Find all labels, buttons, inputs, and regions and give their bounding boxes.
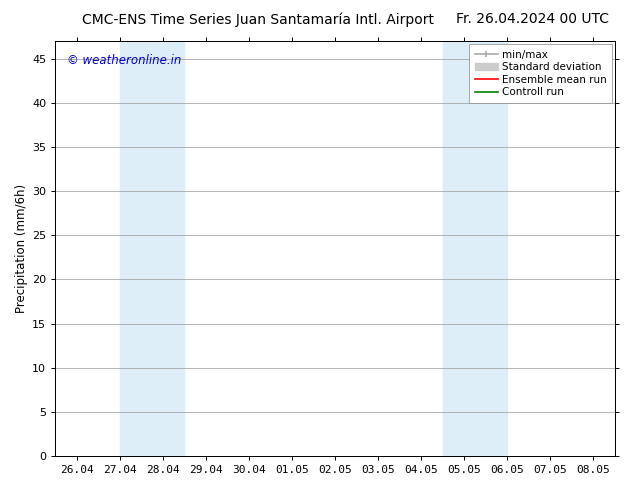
Text: CMC-ENS Time Series Juan Santamaría Intl. Airport: CMC-ENS Time Series Juan Santamaría Intl…: [82, 12, 434, 27]
Bar: [120, 41, 184, 456]
Legend: min/max, Standard deviation, Ensemble mean run, Controll run: min/max, Standard deviation, Ensemble me…: [469, 44, 612, 102]
Text: Fr. 26.04.2024 00 UTC: Fr. 26.04.2024 00 UTC: [456, 12, 609, 26]
Y-axis label: Precipitation (mm/6h): Precipitation (mm/6h): [15, 184, 28, 313]
Text: © weatheronline.in: © weatheronline.in: [67, 54, 181, 67]
Bar: [443, 41, 507, 456]
